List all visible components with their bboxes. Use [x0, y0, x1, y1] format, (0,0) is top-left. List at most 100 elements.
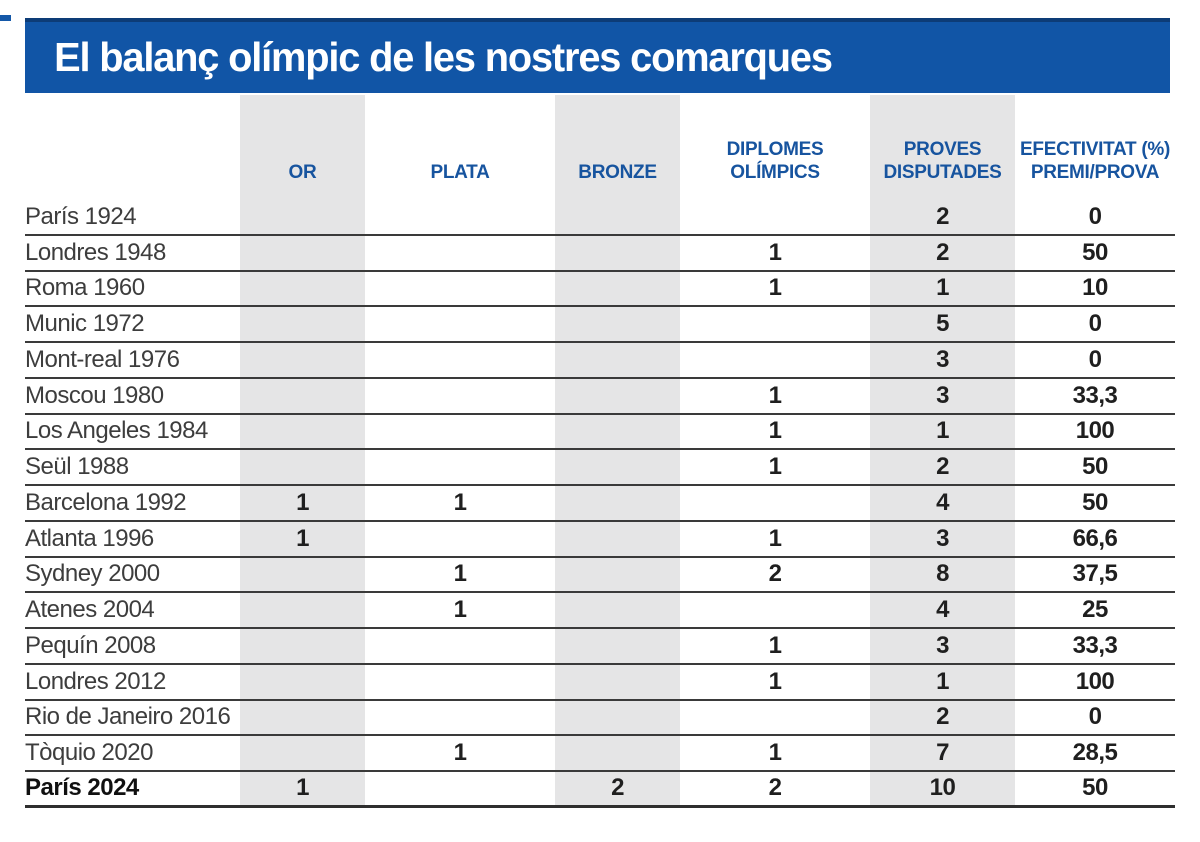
cell-efectivitat: 0: [1088, 202, 1102, 230]
cell-plata: 1: [453, 560, 467, 588]
table-row: París 2024 1 2 2 10 50: [25, 772, 1175, 808]
row-label: París 2024: [25, 774, 139, 802]
cell-or: [240, 629, 365, 663]
cell-efectivitat: 100: [1075, 667, 1115, 695]
page-title: El balanç olímpic de les nostres comarqu…: [54, 34, 833, 80]
cell-proves: 4: [870, 593, 1015, 627]
cell-proves: 8: [870, 557, 1015, 592]
cell-diplomes: 1: [768, 274, 782, 302]
cell-proves: 4: [870, 486, 1015, 520]
table-row: Londres 2012 1 1 100: [25, 664, 1175, 701]
cell-or: [240, 200, 365, 234]
olympic-results-table: OR PLATA BRONZE DIPLOMES OLÍMPICS PROVES DIS…: [25, 95, 1175, 808]
cell-proves: 2: [870, 700, 1015, 735]
corner-rule-mark: [0, 15, 11, 21]
cell-diplomes: 1: [768, 417, 782, 445]
column-header-or: OR: [240, 95, 365, 200]
cell-efectivitat: 33,3: [1072, 381, 1118, 409]
cell-plata: [365, 772, 555, 805]
row-label: Los Angeles 1984: [25, 417, 208, 445]
cell-diplomes: [680, 486, 870, 520]
cell-or: [240, 343, 365, 377]
cell-diplomes: 1: [768, 667, 782, 695]
table-row: Barcelona 1992 1 1 4 50: [25, 486, 1175, 522]
cell-efectivitat: 0: [1088, 310, 1102, 338]
cell-efectivitat: 50: [1082, 238, 1108, 266]
table-row: Atlanta 1996 1 1 3 66,6: [25, 521, 1175, 558]
cell-proves: 2: [870, 450, 1015, 484]
cell-or: [240, 235, 365, 270]
cell-plata: [365, 665, 555, 699]
row-label: Roma 1960: [25, 274, 145, 302]
cell-or: [240, 414, 365, 449]
cell-bronze: [555, 307, 680, 341]
cell-bronze: [555, 557, 680, 592]
title-bar: El balanç olímpic de les nostres comarqu…: [25, 18, 1170, 93]
cell-efectivitat: 0: [1088, 703, 1102, 731]
cell-plata: [365, 701, 555, 735]
row-label: Londres 1948: [25, 238, 166, 266]
column-header-plata: PLATA: [430, 161, 490, 183]
cell-bronze: [555, 486, 680, 520]
cell-efectivitat: 37,5: [1072, 560, 1118, 588]
cell-proves: 7: [870, 736, 1015, 770]
cell-proves: 2: [870, 235, 1015, 270]
cell-plata: [365, 343, 555, 377]
cell-plata: [365, 379, 555, 413]
table-row: Los Angeles 1984 1 1 100: [25, 414, 1175, 451]
cell-or: [240, 664, 365, 699]
table-header-row: OR PLATA BRONZE DIPLOMES OLÍMPICS PROVES DIS…: [25, 95, 1175, 200]
cell-proves: 10: [870, 772, 1015, 805]
cell-bronze: [555, 271, 680, 306]
table-row: Roma 1960 1 1 10: [25, 271, 1175, 308]
cell-diplomes: 2: [768, 560, 782, 588]
table-row: Londres 1948 1 2 50: [25, 235, 1175, 272]
row-label: Munic 1972: [25, 310, 145, 338]
cell-bronze: [555, 235, 680, 270]
row-label: Atenes 2004: [25, 596, 155, 624]
cell-plata: 1: [453, 488, 467, 516]
row-label: Moscou 1980: [25, 381, 164, 409]
cell-proves: 1: [870, 271, 1015, 306]
cell-plata: 1: [453, 596, 467, 624]
cell-or: [240, 271, 365, 306]
row-label: Pequín 2008: [25, 631, 156, 659]
row-label: Sydney 2000: [25, 560, 160, 588]
cell-or: [240, 736, 365, 770]
table-row: Seül 1988 1 2 50: [25, 450, 1175, 486]
cell-or: 1: [240, 486, 365, 520]
row-label: Rio de Janeiro 2016: [25, 703, 231, 731]
cell-efectivitat: 50: [1082, 774, 1108, 802]
cell-or: 1: [240, 521, 365, 556]
cell-bronze: [555, 200, 680, 234]
cell-or: [240, 700, 365, 735]
cell-diplomes: 1: [768, 381, 782, 409]
table-row: Atenes 2004 1 4 25: [25, 593, 1175, 629]
cell-plata: [365, 415, 555, 449]
column-header-label: [25, 95, 240, 200]
cell-or: [240, 593, 365, 627]
cell-plata: 1: [453, 739, 467, 767]
cell-plata: [365, 272, 555, 306]
cell-diplomes: 1: [768, 238, 782, 266]
table-row: Rio de Janeiro 2016 2 0: [25, 700, 1175, 737]
cell-efectivitat: 33,3: [1072, 631, 1118, 659]
column-header-bronze: BRONZE: [555, 95, 680, 200]
cell-efectivitat: 28,5: [1072, 739, 1118, 767]
cell-efectivitat: 25: [1082, 596, 1108, 624]
cell-bronze: [555, 343, 680, 377]
table-row: París 1924 2 0: [25, 200, 1175, 236]
cell-or: [240, 557, 365, 592]
cell-bronze: [555, 700, 680, 735]
cell-bronze: [555, 450, 680, 484]
cell-diplomes: [680, 200, 870, 234]
cell-diplomes: [680, 343, 870, 377]
table-row: Moscou 1980 1 3 33,3: [25, 378, 1175, 415]
cell-bronze: [555, 736, 680, 770]
cell-proves: 3: [870, 629, 1015, 663]
cell-efectivitat: 0: [1088, 345, 1102, 373]
cell-proves: 3: [870, 378, 1015, 413]
table-row: Munic 1972 5 0: [25, 307, 1175, 343]
cell-plata: [365, 200, 555, 234]
